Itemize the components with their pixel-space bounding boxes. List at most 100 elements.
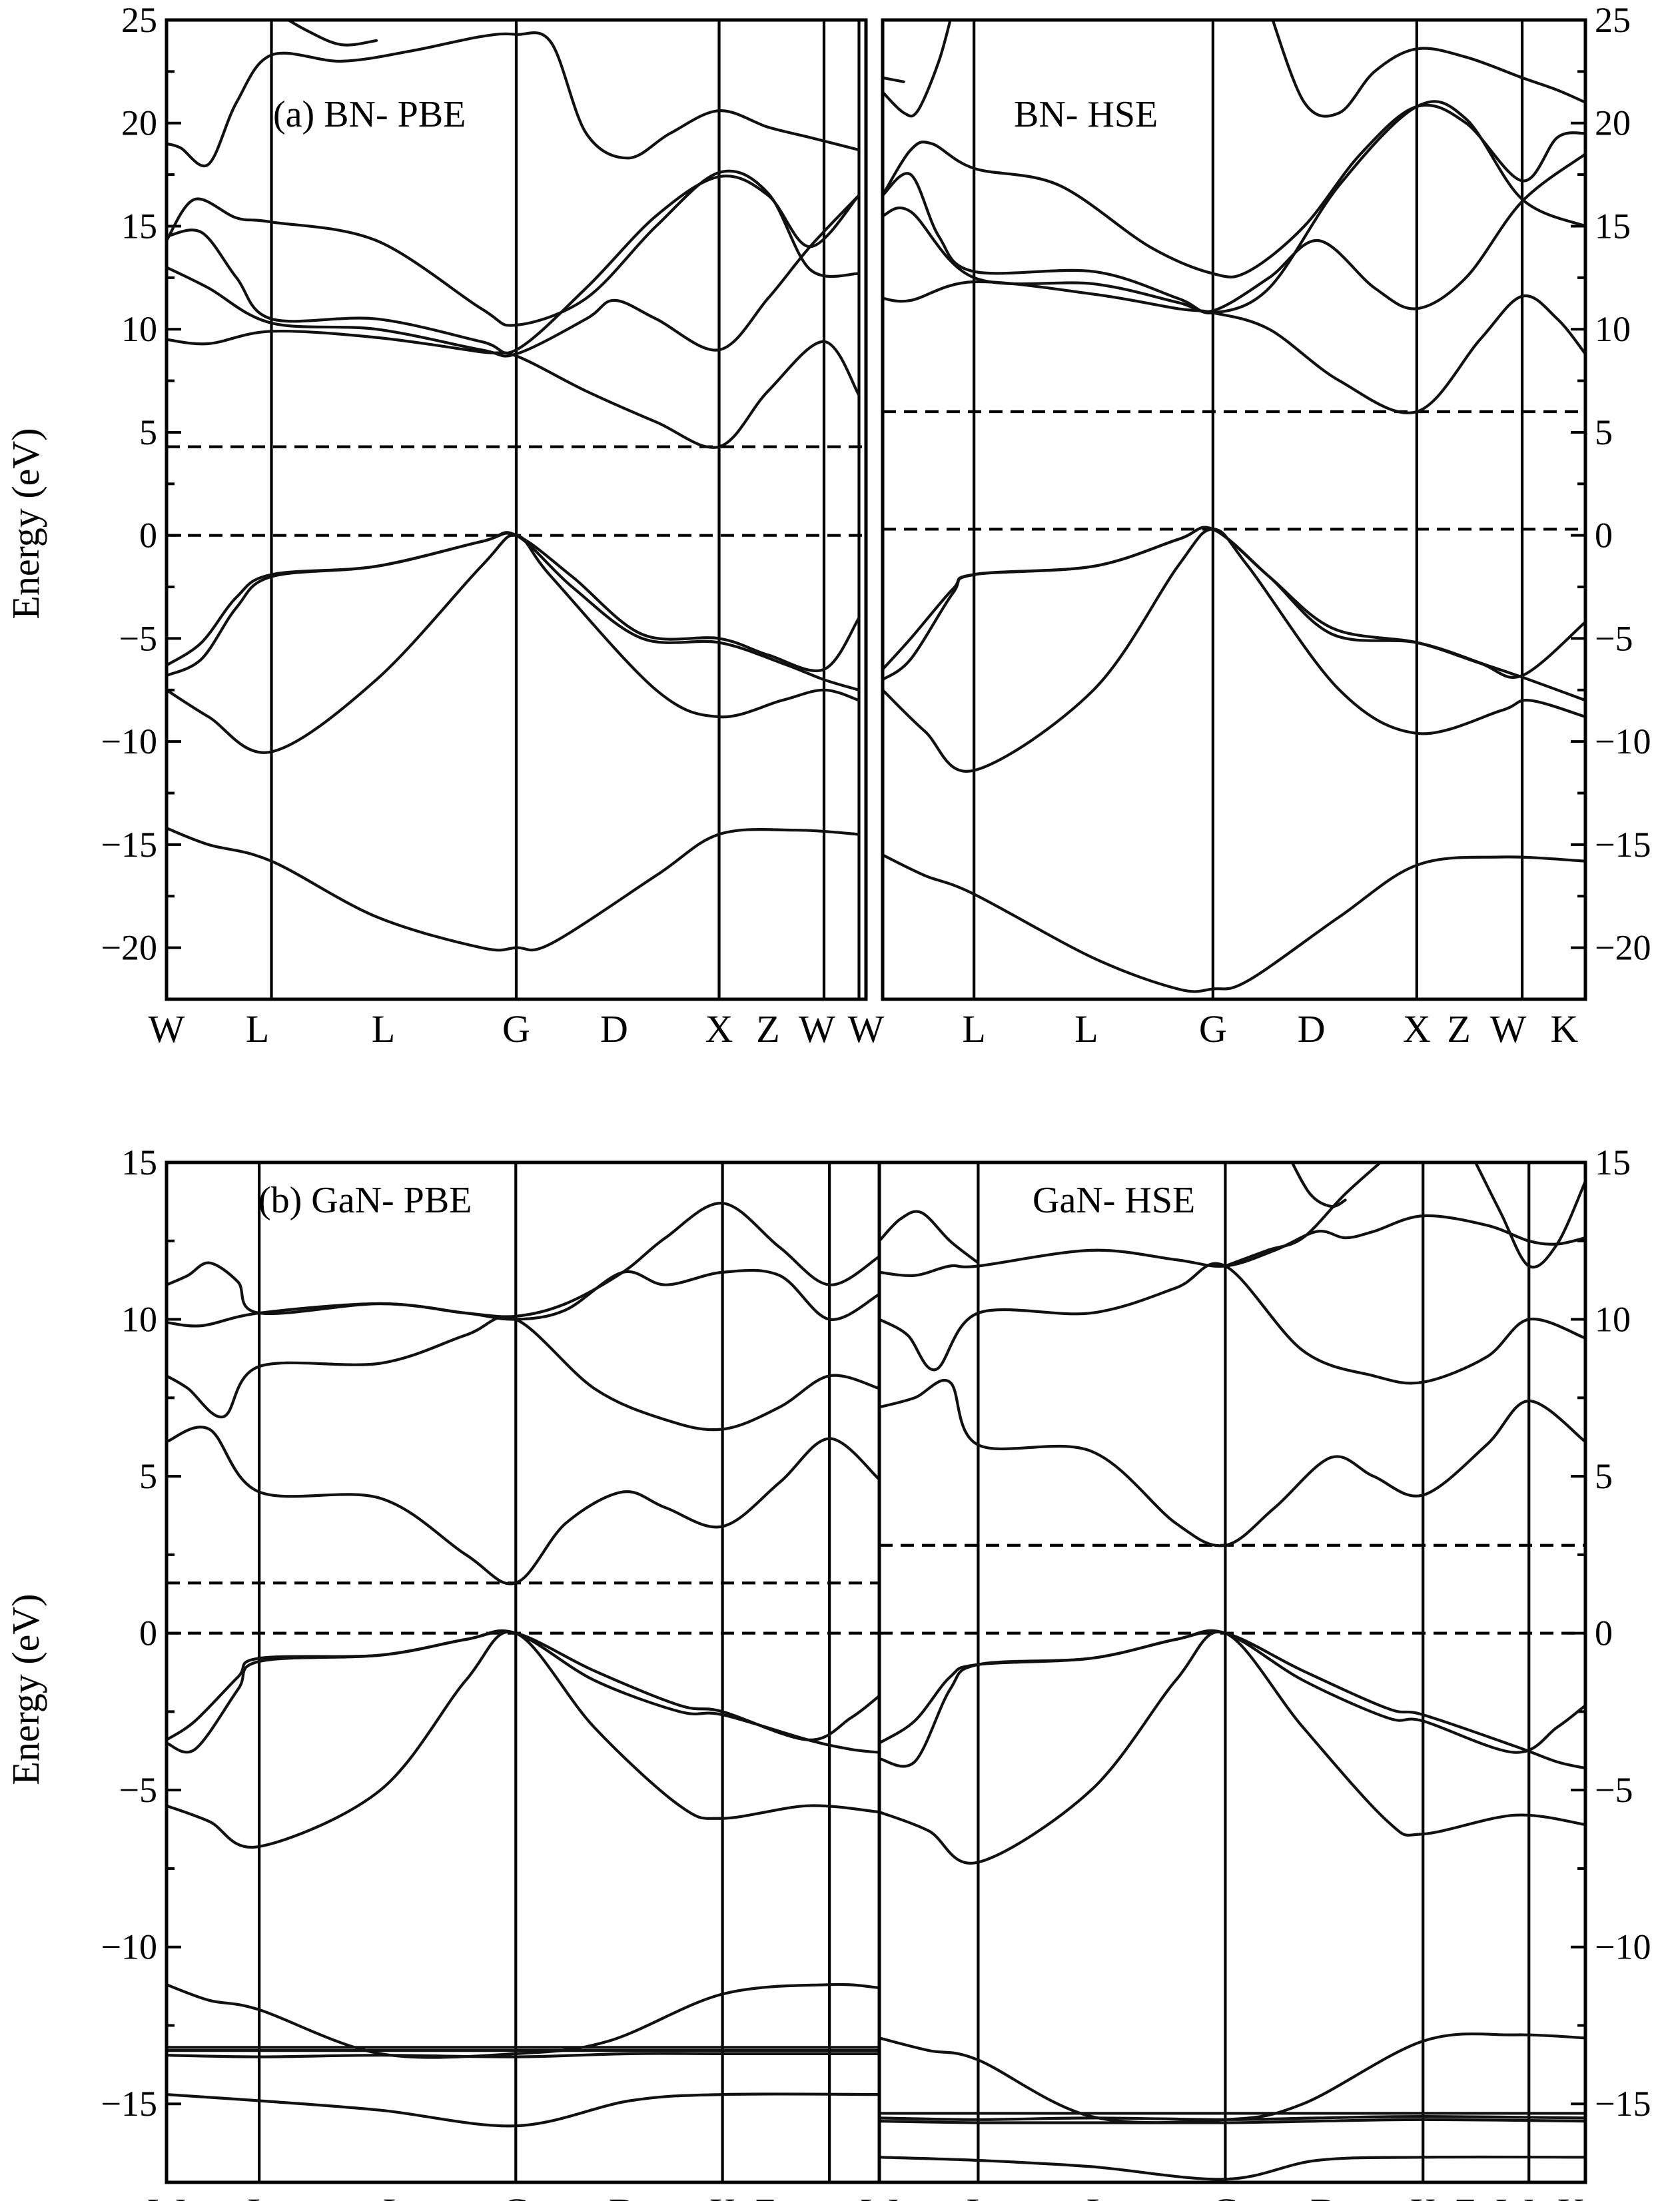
y-axis-label-bottom: Energy (eV) <box>4 1593 47 1785</box>
right-y-ticks-top: −20 −15 −10 −5 0 5 10 15 20 25 <box>1571 0 1651 968</box>
energy-band-band-8 <box>883 103 1585 278</box>
energy-band-band-6 <box>167 1630 879 1849</box>
panel-frame <box>165 18 868 1001</box>
energy-band-band-8 <box>167 169 861 327</box>
kpoint-label: G <box>502 1007 530 1051</box>
kpoint-label: W <box>1490 1007 1527 1051</box>
kpoint-label: L <box>967 2190 990 2201</box>
energy-band-band-10 <box>167 1315 879 1432</box>
kpoint-label: X <box>709 2190 737 2201</box>
energy-band-band-1 <box>883 853 1585 993</box>
right-tick-label: −5 <box>1595 1770 1633 1810</box>
panel-group-bottom: Energy (eV) −15 −10 −5 0 5 10 15 −15 −10 −5 0 5 10 1… <box>4 1142 1651 2201</box>
energy-band-band-11 <box>879 1214 1585 1277</box>
left-y-ticks-top: −20 −15 −10 −5 0 5 10 15 20 25 <box>101 0 181 968</box>
kpoint-label: L <box>383 2190 406 2201</box>
right-tick-label: 15 <box>1595 1142 1631 1182</box>
energy-band-band-15 <box>1473 1162 1585 1269</box>
kpoint-label: W <box>799 1007 835 1051</box>
right-tick-label: 25 <box>1595 0 1631 40</box>
energy-band-band-7 <box>879 1629 1585 1768</box>
left-tick-label: 5 <box>139 412 157 452</box>
energy-band-band-4 <box>167 2052 879 2058</box>
right-tick-label: −10 <box>1595 1927 1651 1967</box>
bands-gan-pbe <box>167 1162 879 2182</box>
panel-frame <box>881 18 1587 1001</box>
right-tick-label: 0 <box>1595 516 1613 556</box>
kpoint-label: D <box>609 2190 637 2201</box>
right-tick-label: 5 <box>1595 412 1613 452</box>
right-tick-label: −10 <box>1595 721 1651 761</box>
right-tick-label: −15 <box>1595 2084 1651 2124</box>
right-tick-label: 20 <box>1595 103 1631 143</box>
kpoint-label: G <box>502 2190 530 2201</box>
right-tick-label: 10 <box>1595 309 1631 349</box>
left-tick-label: 25 <box>121 0 157 40</box>
energy-band-band-5 <box>167 329 861 449</box>
energy-band-band-10 <box>879 1262 1585 1385</box>
kpoint-label: X <box>1409 2190 1437 2201</box>
kpoint-label: Z <box>753 2190 777 2201</box>
left-tick-label: 15 <box>121 1142 157 1182</box>
energy-band-band-5 <box>879 2032 1585 2124</box>
kpoint-label: L <box>1086 2190 1110 2201</box>
kpoint-label: L <box>372 1007 395 1051</box>
energy-band-band-12 <box>167 1202 879 1318</box>
left-tick-label: 15 <box>121 206 157 246</box>
kpoint-label: G <box>1211 2190 1239 2201</box>
panel-title-gan-pbe: (b) GaN- PBE <box>258 1180 472 1221</box>
right-tick-label: −15 <box>1595 825 1651 865</box>
right-y-ticks-bottom: −15 −10 −5 0 5 10 15 <box>1571 1142 1651 2124</box>
left-tick-label: −5 <box>119 618 157 658</box>
energy-band-band-4 <box>167 532 861 672</box>
kpoint-label: L <box>246 1007 269 1051</box>
kpoint-label: X <box>1403 1007 1431 1051</box>
kpoint-label: Z <box>1447 1007 1470 1051</box>
energy-band-band-6 <box>883 153 1585 314</box>
kpoint-label: L <box>247 2190 270 2201</box>
right-tick-label: 5 <box>1595 1456 1613 1496</box>
left-tick-label: 20 <box>121 103 157 143</box>
energy-band-band-8 <box>167 1629 879 1741</box>
kpoint-label: W <box>861 2190 898 2201</box>
left-tick-label: −10 <box>101 721 157 761</box>
right-tick-label: −20 <box>1595 928 1651 968</box>
left-tick-label: −20 <box>101 928 157 968</box>
panel-title-gan-hse: GaN- HSE <box>1033 1180 1195 1221</box>
left-tick-label: −10 <box>101 1927 157 1967</box>
energy-band-band-7 <box>167 1629 879 1754</box>
left-tick-label: 10 <box>121 309 157 349</box>
panel-title-bn-hse: BN- HSE <box>1014 94 1158 135</box>
energy-band-band-7 <box>883 100 1585 314</box>
energy-band-band-1 <box>167 827 861 952</box>
left-tick-label: −5 <box>119 1770 157 1810</box>
energy-band-band-6 <box>167 194 861 358</box>
kpoint-label: L <box>962 1007 985 1051</box>
energy-band-band-13 <box>1224 1162 1383 1268</box>
left-tick-label: 0 <box>139 1613 157 1653</box>
left-tick-label: 10 <box>121 1300 157 1340</box>
kpoint-label: W <box>149 2190 185 2201</box>
energy-band-band-4 <box>883 526 1585 679</box>
kpoint-label: L <box>1074 1007 1098 1051</box>
energy-band-band-8 <box>879 1629 1585 1770</box>
energy-band-band-1 <box>879 2155 1585 2181</box>
energy-band-band-9 <box>879 1379 1585 1547</box>
energy-band-band-4 <box>879 2118 1585 2124</box>
energy-band-band-1 <box>167 2092 879 2128</box>
right-tick-label: −5 <box>1595 618 1633 658</box>
kpoint-label: W <box>1497 2190 1533 2201</box>
kpoint-label: W <box>149 1007 185 1051</box>
energy-band-band-10 <box>285 20 378 47</box>
right-tick-label: 0 <box>1595 1613 1613 1653</box>
kpoint-label: X <box>705 1007 733 1051</box>
left-tick-label: −15 <box>101 825 157 865</box>
panel-title-bn-pbe: (a) BN- PBE <box>273 94 466 135</box>
energy-band-band-9 <box>167 31 861 168</box>
y-axis-label-top: Energy (eV) <box>4 428 47 619</box>
energy-band-band-9 <box>167 1426 879 1585</box>
kpoint-label: K <box>1557 2190 1585 2201</box>
